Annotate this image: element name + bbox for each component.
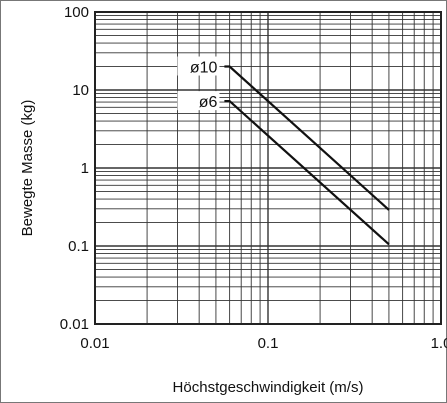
series-label-bg-1 [177, 56, 220, 76]
y-tick-labels: 0.01 0.1 1 10 100 [60, 4, 89, 333]
series-line-1 [224, 65, 390, 211]
x-axis-title: Höchstgeschwindigkeit (m/s) [173, 379, 364, 396]
series-line-2 [224, 99, 390, 246]
x-tick-labels: 0.01 0.1 1.0 [80, 335, 447, 352]
grid-major [95, 12, 441, 324]
y-tick-label: 0.1 [68, 238, 89, 255]
series-label-bg-2 [177, 91, 220, 111]
x-tick-label: 0.01 [80, 335, 109, 352]
series-layer: ø10 ø6 [177, 56, 390, 246]
x-tick-label: 1.0 [431, 335, 447, 352]
series-label-1: ø10 [190, 60, 218, 77]
plot-border [94, 11, 442, 325]
y-tick-label: 10 [72, 82, 89, 99]
series-label-2: ø6 [199, 94, 218, 111]
y-tick-label: 0.01 [60, 316, 89, 333]
y-tick-label: 100 [64, 4, 89, 21]
y-axis-title: Bewegte Masse (kg) [19, 100, 36, 237]
x-tick-label: 0.1 [258, 335, 279, 352]
y-tick-label: 1 [81, 160, 89, 177]
